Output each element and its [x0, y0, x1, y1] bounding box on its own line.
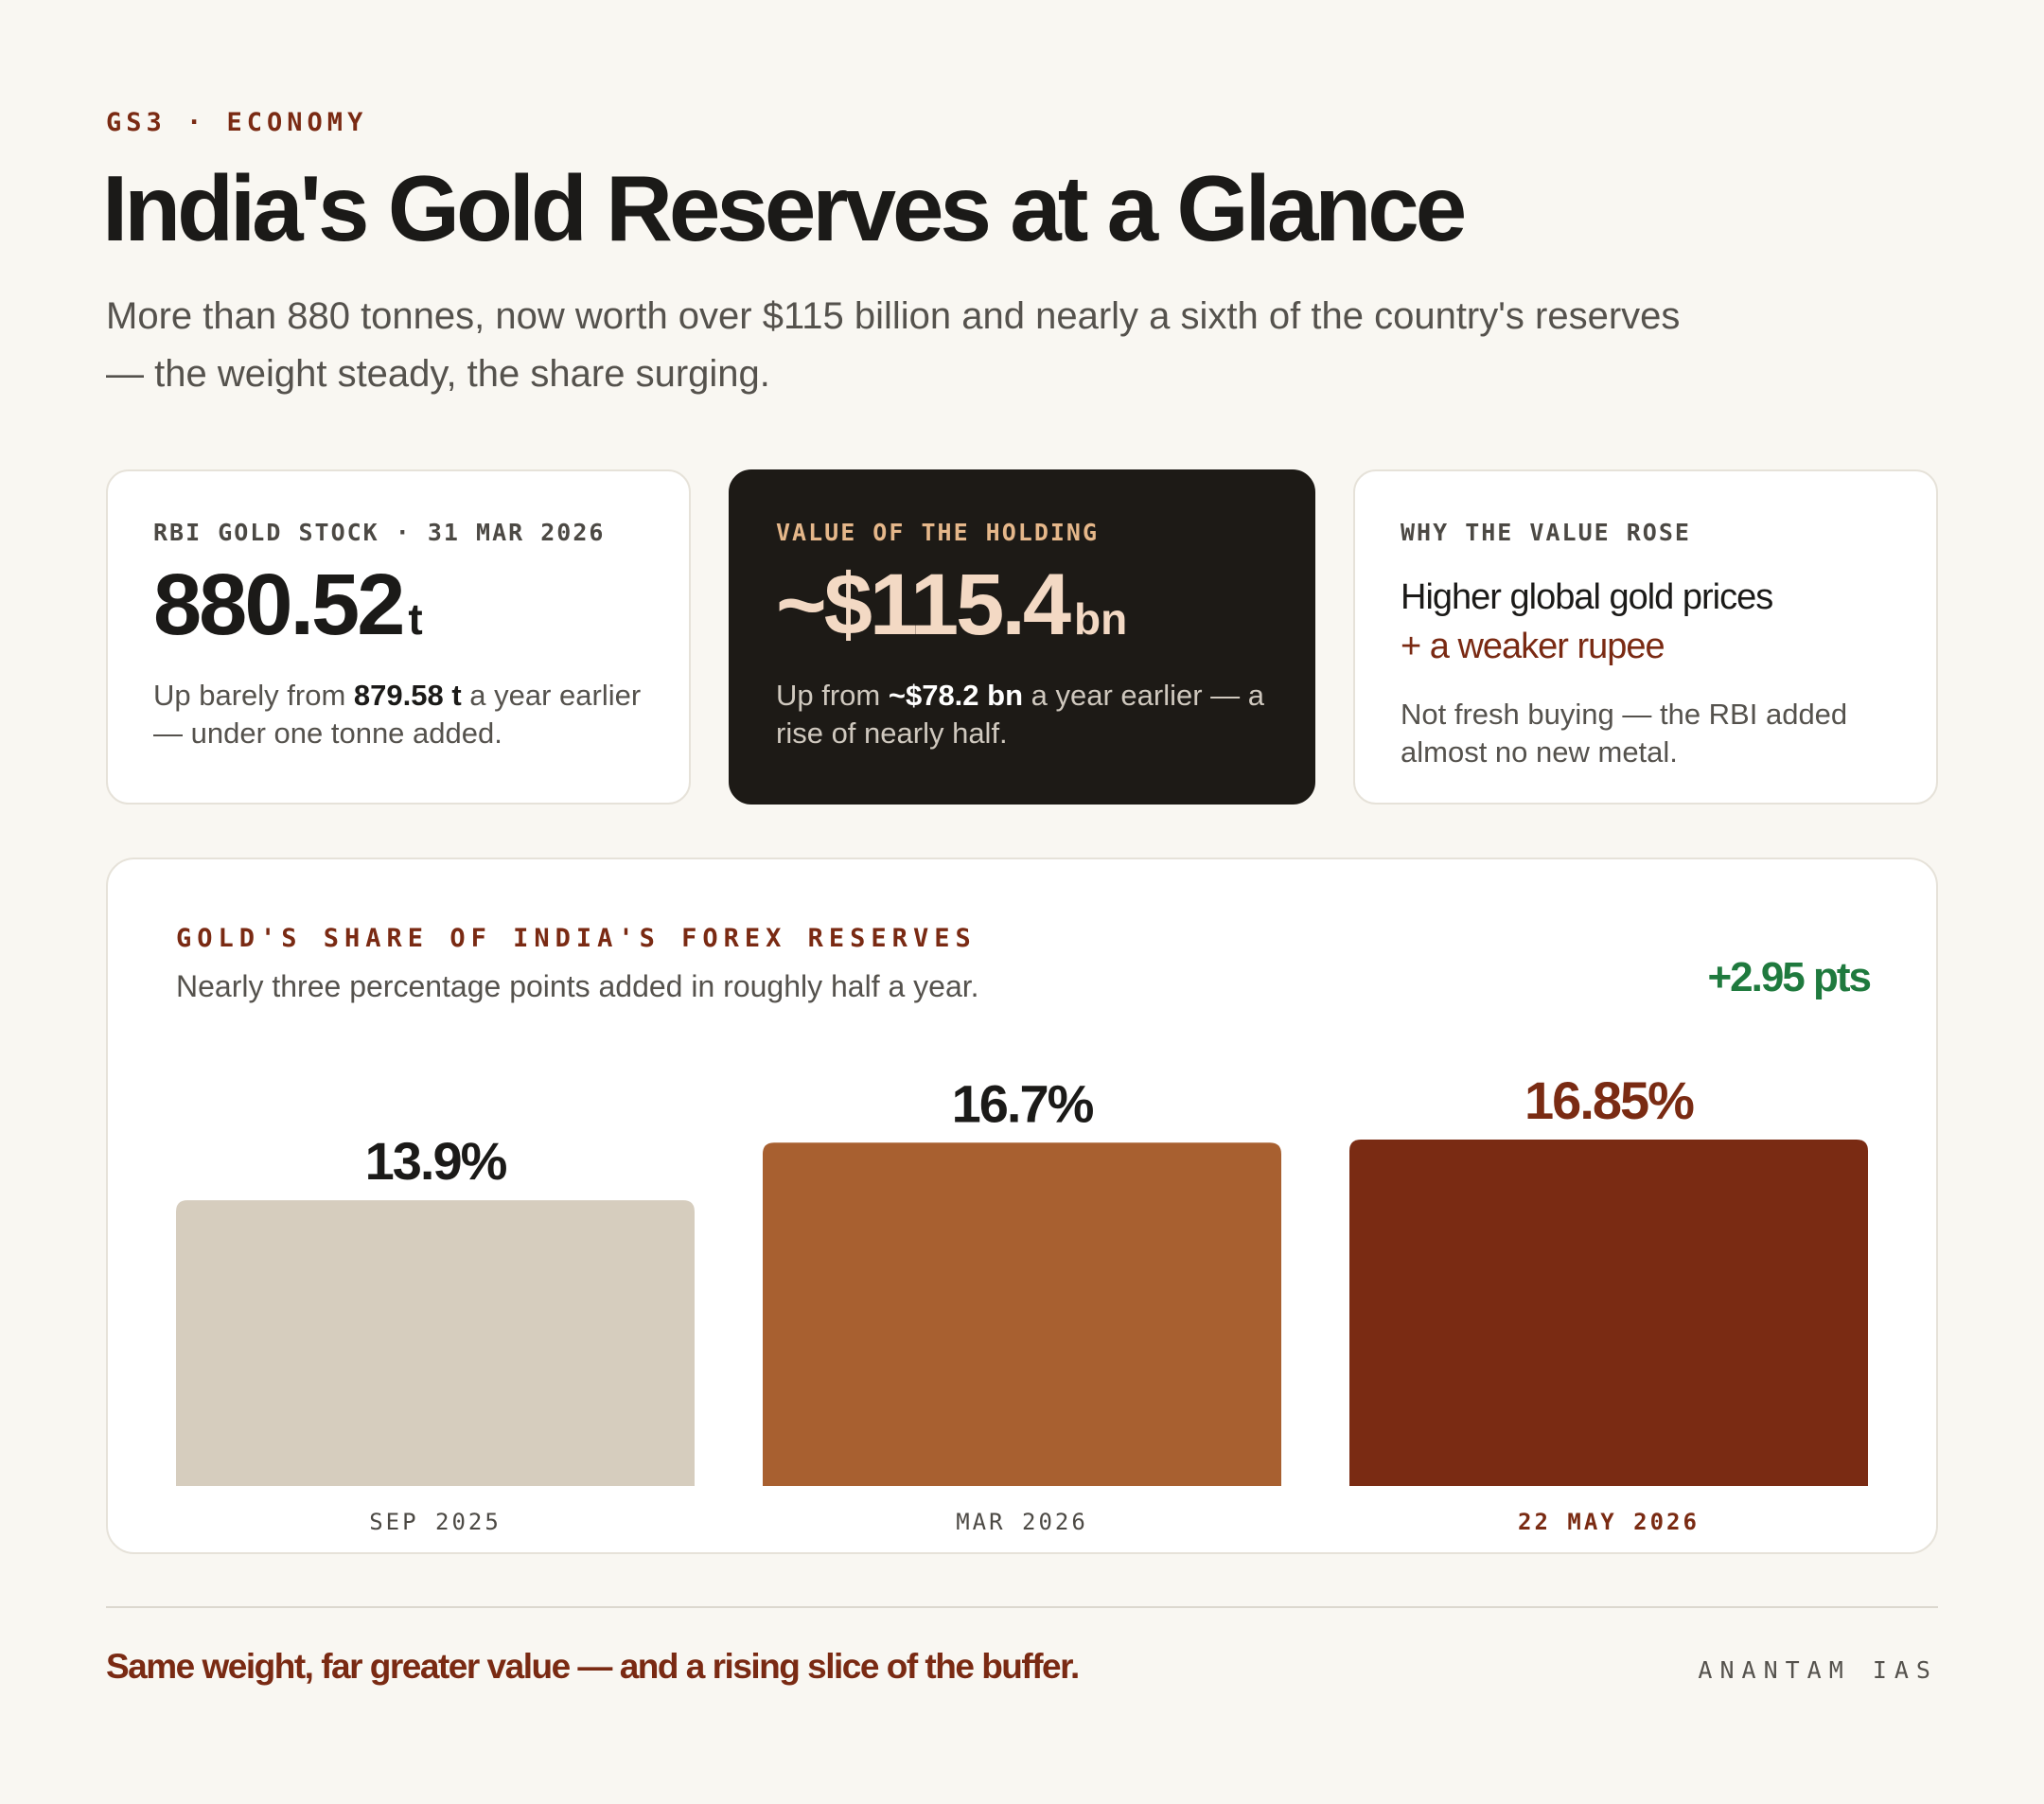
forex-share-bar-chart: 13.9% SEP 2025 16.7% MAR 2026 16.85% 22 MAY 2…: [176, 1070, 1868, 1535]
page-title: India's Gold Reserves at a Glance: [102, 156, 1467, 260]
bar-category-label-3: 22 MAY 2026: [1518, 1509, 1700, 1535]
footer-tagline: Same weight, far greater value — and a r…: [106, 1647, 1080, 1686]
holding-value-unit: bn: [1074, 594, 1128, 644]
bar-category-label-2: MAR 2026: [956, 1509, 1088, 1535]
why-reason-prices: Higher global gold prices: [1401, 577, 1773, 617]
gold-stock-note-bold: 879.58 t: [353, 679, 462, 712]
gold-stock-stat: 880.52 t: [153, 561, 643, 648]
bar-value-label-1: 13.9%: [365, 1131, 507, 1191]
gold-stock-unit: t: [408, 594, 423, 644]
gold-stock-label: RBI GOLD STOCK · 31 MAR 2026: [153, 519, 606, 546]
gold-stock-note-post: a year earlier — under one tonne added.: [153, 679, 642, 750]
bar-value-label-2: 16.7%: [952, 1073, 1094, 1133]
chart-title: GOLD'S SHARE OF INDIA'S FOREX RESERVES: [176, 924, 977, 953]
section-kicker: GS3 · ECONOMY: [106, 108, 368, 137]
gold-stock-note: Up barely from 879.58 t a year earlier —…: [153, 677, 643, 752]
footer-divider: [106, 1606, 1938, 1608]
holding-value-label: VALUE OF THE HOLDING: [776, 519, 1100, 546]
holding-value-value: ~$115.4: [776, 557, 1071, 653]
bar-1: [176, 1200, 695, 1486]
holding-value-note-pre: Up from: [776, 679, 889, 712]
bar-category-label-1: SEP 2025: [369, 1509, 502, 1535]
holding-value-card: VALUE OF THE HOLDING ~$115.4 bn Up from ~…: [729, 469, 1315, 805]
share-delta-badge: +2.95 pts: [1707, 954, 1872, 1000]
holding-value-stat: ~$115.4 bn: [776, 561, 1268, 648]
page-subtitle: More than 880 tonnes, now worth over $11…: [106, 295, 1681, 395]
holding-value-note-bold: ~$78.2 bn: [888, 679, 1024, 712]
why-value-rose-note: Not fresh buying — the RBI added almost …: [1401, 698, 1848, 769]
holding-value-note-post: a year earlier — a rise of nearly half.: [776, 679, 1265, 750]
brand-name: ANANTAM IAS: [1698, 1656, 1938, 1684]
why-value-rose-card: WHY THE VALUE ROSE Higher global gold pr…: [1353, 469, 1938, 805]
bar-2: [763, 1142, 1281, 1486]
bar-3: [1349, 1140, 1868, 1486]
holding-value-note: Up from ~$78.2 bn a year earlier — a ris…: [776, 677, 1268, 752]
gold-stock-note-pre: Up barely from: [153, 679, 354, 712]
chart-subtitle: Nearly three percentage points added in …: [176, 969, 979, 1003]
gold-stock-card: RBI GOLD STOCK · 31 MAR 2026 880.52 t Up …: [106, 469, 691, 805]
forex-share-chart-panel: GOLD'S SHARE OF INDIA'S FOREX RESERVES N…: [106, 858, 1938, 1554]
why-reason-rupee: + a weaker rupee: [1401, 627, 1665, 666]
gold-stock-value: 880.52: [153, 557, 405, 653]
why-value-rose-label: WHY THE VALUE ROSE: [1401, 519, 1691, 546]
bar-value-label-3: 16.85%: [1524, 1070, 1694, 1130]
